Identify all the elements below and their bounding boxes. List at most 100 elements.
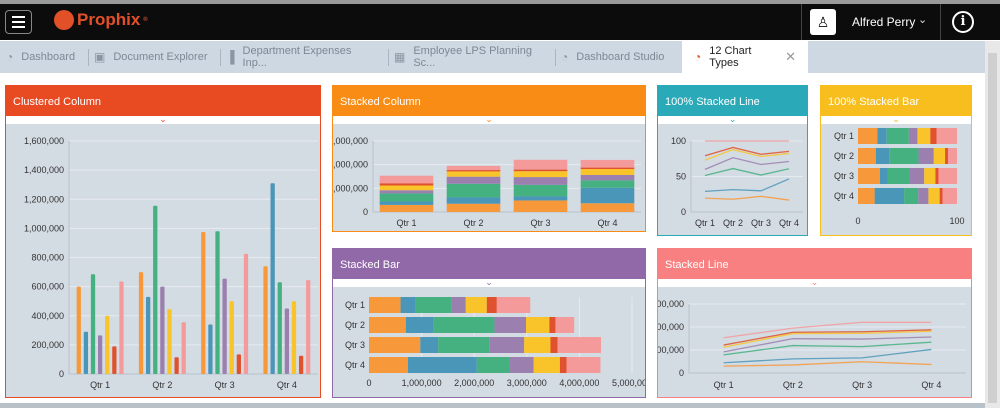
chart-panel-stacked-column: Stacked Column⌄ 0 2,000,000 4,000,000 6,000,… [332, 85, 646, 232]
x-tick-label: 1,000,000 [402, 378, 442, 388]
stack-segment-series-7-qtr4 [580, 159, 635, 168]
bar-series-7-qtr3 [243, 253, 249, 374]
chart-stacked-line: 0 2,000,000 4,000,000 6,000,000 Qtr 1 Qtr 2 Qt… [658, 299, 966, 390]
bar-segment-series-7-qtr4 [566, 357, 601, 373]
y-tick-label: 1,200,000 [24, 194, 64, 204]
bar-series-1-qtr2 [138, 272, 144, 374]
bar-segment-series-7-qtr2 [947, 148, 957, 164]
tab-label: Employee LPS Planning Sc... [413, 45, 532, 69]
line-series-6 [723, 329, 932, 346]
x-tick-label: Qtr 1 [695, 218, 715, 228]
x-tick-label: 3,000,000 [507, 378, 547, 388]
panel-title: Stacked Line [658, 249, 971, 279]
tab-document-explorer[interactable]: ▣ Document Explorer [88, 41, 220, 73]
tab-label: 12 Chart Types [709, 45, 752, 69]
info-icon[interactable]: i [952, 11, 974, 33]
line-series-3 [723, 341, 932, 356]
stack-segment-series-4-qtr3 [513, 177, 568, 185]
grid-icon: ▦ [394, 50, 406, 64]
tab-employee-lps-planning-sc[interactable]: ▦ Employee LPS Planning Sc... [388, 41, 555, 73]
close-tab-icon[interactable]: ✕ [785, 49, 796, 64]
bar-segment-series-2-qtr2 [405, 317, 434, 333]
bar-series-3-qtr4 [277, 282, 282, 374]
x-tick-label: Qtr 3 [215, 380, 235, 390]
line-series-4 [723, 336, 932, 353]
bar-segment-series-5-qtr1 [465, 297, 487, 313]
scrollbar-thumb[interactable] [988, 53, 997, 403]
y-tick-label: 50 [676, 172, 686, 182]
user-icon[interactable]: ♙ [810, 9, 836, 35]
y-tick-label: 1,000,000 [24, 223, 64, 233]
y-tick-label: Qtr 3 [345, 340, 365, 350]
bar-segment-series-7-qtr1 [496, 297, 531, 313]
stack-segment-series-7-qtr3 [513, 159, 568, 170]
bar-series-5-qtr3 [229, 301, 234, 374]
folder-icon: ▣ [94, 50, 106, 64]
stack-segment-series-1-qtr1 [379, 204, 434, 212]
stack-segment-series-1-qtr2 [446, 203, 501, 212]
x-tick-label: Qtr 2 [723, 218, 743, 228]
expand-chevron-icon[interactable]: ⌄ [658, 278, 971, 287]
bar-segment-series-6-qtr1 [486, 297, 497, 313]
x-tick-label: 4,000,000 [559, 378, 599, 388]
chart-area: 0 2,000,000 4,000,000 6,000,000 Qtr 1 Qtr 2 Qt… [658, 287, 971, 397]
bar-segment-series-2-qtr4 [407, 357, 477, 373]
line-series-2 [704, 178, 790, 193]
chart-100-percent-stacked-line: 0 50 100 Qtr 1 Qtr 2 Qtr 3 Qtr 4 [671, 136, 803, 228]
bar-segment-series-2-qtr3 [420, 337, 439, 353]
bar-segment-series-5-qtr2 [933, 148, 946, 164]
chart-area: 0 1,000,000 2,000,000 3,000,000 4,000,000 5,0… [333, 287, 645, 397]
bar-segment-series-5-qtr4 [928, 188, 940, 204]
bar-segment-series-7-qtr3 [938, 168, 957, 184]
bar-series-6-qtr1 [112, 346, 117, 374]
tab-label: Document Explorer [113, 51, 208, 63]
bar-segment-series-2-qtr3 [879, 168, 888, 184]
tab-12-chart-types[interactable]: ◔ 12 Chart Types ✕ [682, 41, 808, 73]
bar-segment-series-7-qtr3 [557, 337, 601, 353]
stack-segment-series-4-qtr4 [580, 174, 635, 181]
x-tick-label: Qtr 1 [90, 380, 110, 390]
chart-100-percent-stacked-bar: 0 100 Qtr 1 Qtr 2 Qtr 3 Qtr 4 [834, 128, 965, 226]
stack-segment-series-5-qtr4 [580, 169, 635, 175]
bar-series-2-qtr3 [208, 324, 213, 374]
bar-segment-series-6-qtr3 [550, 337, 558, 353]
horizontal-scrollbar[interactable] [0, 403, 985, 408]
expand-chevron-icon[interactable]: ⌄ [821, 115, 971, 124]
prophix-logo[interactable]: Prophix ® [54, 10, 148, 30]
x-tick-label: Qtr 3 [852, 380, 872, 390]
bar-segment-series-2-qtr2 [875, 148, 890, 164]
bar-segment-series-4-qtr1 [908, 128, 918, 144]
bar-segment-series-6-qtr4 [559, 357, 567, 373]
user-menu[interactable]: ♙ Alfred Perry ⌄ [801, 4, 941, 40]
hamburger-icon [12, 16, 25, 18]
tab-dashboard[interactable]: ◔ Dashboard [0, 41, 88, 73]
bar-segment-series-2-qtr4 [874, 188, 905, 204]
chevron-down-icon[interactable]: ⌄ [918, 14, 928, 26]
panel-title: Stacked Column [333, 86, 645, 116]
hamburger-menu-button[interactable] [5, 10, 32, 34]
bar-segment-series-4-qtr3 [909, 168, 925, 184]
bar-segment-series-3-qtr1 [886, 128, 909, 144]
user-name[interactable]: Alfred Perry [852, 15, 916, 29]
bar-segment-series-7-qtr4 [942, 188, 957, 204]
vertical-scrollbar[interactable] [985, 41, 1000, 408]
chart-area: 0 2,000,000 4,000,000 6,000,000 Qtr 1 Qtr 2 Qt… [333, 124, 645, 231]
bar-segment-series-1-qtr3 [369, 337, 421, 353]
expand-chevron-icon[interactable]: ⌄ [333, 278, 645, 287]
tab-dashboard-studio[interactable]: ◔ Dashboard Studio [555, 41, 682, 73]
window-top-border [0, 0, 1000, 4]
tab-department-expenses-inp[interactable]: ▐ Department Expenses Inp... [220, 41, 388, 73]
x-tick-label: 0 [366, 378, 371, 388]
line-series-1 [704, 195, 790, 201]
x-tick-label: Qtr 4 [597, 218, 617, 228]
x-tick-label: Qtr 3 [751, 218, 771, 228]
chart-panel-stacked-line: Stacked Line⌄ 0 2,000,000 4,000,000 6,000,00… [657, 248, 972, 398]
bar-segment-series-1-qtr4 [858, 188, 875, 204]
x-tick-label: 100 [949, 216, 964, 226]
expand-chevron-icon[interactable]: ⌄ [6, 115, 320, 124]
bar-series-1-qtr4 [263, 266, 268, 374]
y-tick-label: 1,600,000 [24, 136, 64, 146]
expand-chevron-icon[interactable]: ⌄ [658, 115, 807, 124]
y-tick-label: 800,000 [31, 253, 64, 263]
expand-chevron-icon[interactable]: ⌄ [333, 115, 645, 124]
